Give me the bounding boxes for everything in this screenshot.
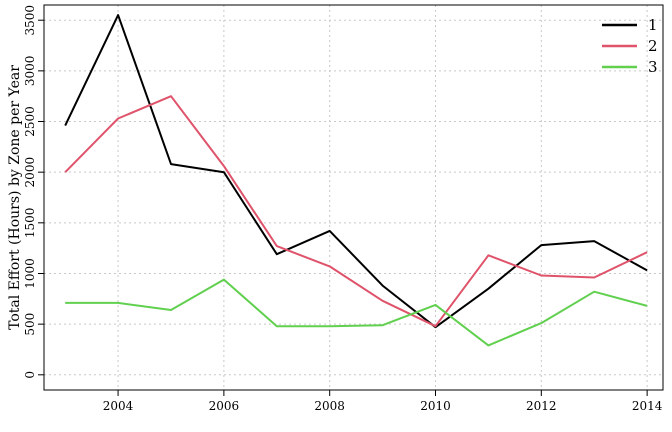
x-axis: 2004 2006 2008 2010 2012 2014 <box>103 390 663 413</box>
x-tick-label: 2010 <box>420 399 451 413</box>
legend-label: 2 <box>648 37 658 55</box>
x-tick-label: 2004 <box>103 399 134 413</box>
y-tick-label: 500 <box>23 313 37 336</box>
y-axis: 0 500 1000 1500 2000 2500 3000 3500 <box>23 5 44 379</box>
grid <box>44 5 663 390</box>
y-tick-label: 3000 <box>23 56 37 87</box>
x-tick-label: 2012 <box>526 399 557 413</box>
y-tick-label: 2500 <box>23 106 37 137</box>
series-line-2 <box>64 95 648 328</box>
y-tick-label: 1000 <box>23 258 37 289</box>
y-tick-label: 2000 <box>23 157 37 188</box>
x-tick-label: 2014 <box>632 399 663 413</box>
series-line-1 <box>64 14 648 329</box>
x-tick-label: 2008 <box>314 399 345 413</box>
y-tick-label: 1500 <box>23 208 37 239</box>
plot-frame <box>43 4 664 391</box>
y-tick-label: 0 <box>23 371 37 379</box>
series-line-3 <box>65 278 648 347</box>
y-axis-title: Total Effort (Hours) by Zone per Year <box>7 65 23 330</box>
x-tick-label: 2006 <box>209 399 240 413</box>
legend-label: 1 <box>648 16 658 34</box>
legend-label: 3 <box>648 58 658 76</box>
legend: 1 2 3 <box>602 16 658 76</box>
y-tick-label: 3500 <box>23 5 37 36</box>
series-lines <box>64 14 648 347</box>
